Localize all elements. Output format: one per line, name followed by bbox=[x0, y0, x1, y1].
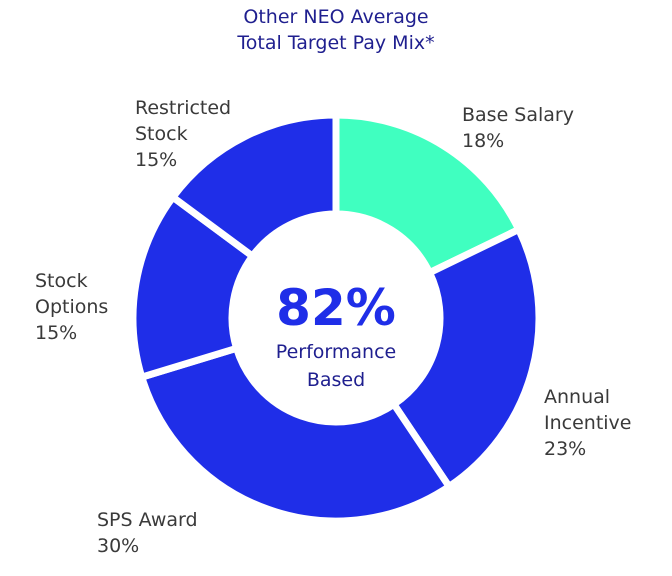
label-annual-incentive-pct: 23% bbox=[544, 438, 587, 460]
label-stock-options-name-2: Options bbox=[35, 296, 109, 318]
label-sps-award-name: SPS Award bbox=[97, 509, 198, 531]
label-base-salary-pct: 18% bbox=[462, 130, 505, 152]
slice-annual-incentive bbox=[389, 224, 543, 492]
label-stock-options-name-1: Stock bbox=[35, 270, 88, 292]
center-value: 82% bbox=[276, 279, 396, 337]
center-summary: 82% Performance Based bbox=[236, 278, 436, 394]
slice-base-salary bbox=[332, 111, 524, 278]
label-restricted-stock-name-1: Restricted bbox=[135, 97, 232, 119]
center-label-line-2: Based bbox=[306, 369, 366, 391]
label-sps-award-pct: 30% bbox=[97, 535, 140, 557]
slice-sps-award bbox=[137, 343, 454, 525]
label-annual-incentive-name-2: Incentive bbox=[544, 412, 632, 434]
label-restricted-stock: Restricted Stock 15% bbox=[135, 95, 231, 173]
label-restricted-stock-name-2: Stock bbox=[135, 123, 188, 145]
label-base-salary: Base Salary 18% bbox=[462, 102, 574, 154]
chart-title: Other NEO Average Total Target Pay Mix* bbox=[0, 4, 672, 56]
label-sps-award: SPS Award 30% bbox=[97, 507, 198, 559]
slice-restricted-stock bbox=[167, 111, 340, 261]
chart-title-line-1: Other NEO Average bbox=[243, 6, 429, 28]
label-annual-incentive-name-1: Annual bbox=[544, 386, 611, 408]
label-restricted-stock-pct: 15% bbox=[135, 149, 178, 171]
label-base-salary-name: Base Salary bbox=[462, 104, 574, 126]
label-stock-options: Stock Options 15% bbox=[35, 268, 108, 346]
chart-title-line-2: Total Target Pay Mix* bbox=[237, 32, 435, 54]
center-label-line-1: Performance bbox=[275, 341, 397, 363]
label-stock-options-pct: 15% bbox=[35, 322, 78, 344]
label-annual-incentive: Annual Incentive 23% bbox=[544, 384, 632, 462]
